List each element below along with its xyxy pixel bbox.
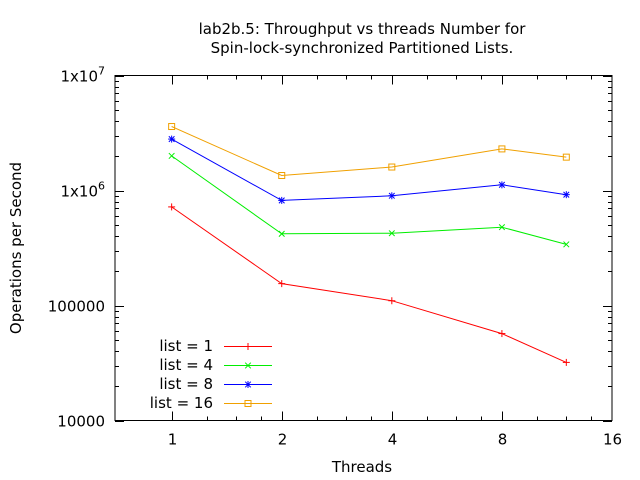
y-tick-label: 1x106 (60, 180, 105, 201)
data-point (388, 297, 396, 305)
chart-title-line-2: Spin-lock-synchronized Partitioned Lists… (211, 39, 514, 57)
legend-label: list = 4 (159, 356, 213, 374)
data-point (278, 230, 285, 237)
data-point (168, 203, 176, 211)
series-4 (168, 123, 570, 180)
legend-label: list = 8 (159, 375, 213, 393)
data-point (168, 135, 176, 143)
series-line (171, 126, 567, 177)
data-point (498, 181, 506, 189)
data-point (562, 153, 570, 161)
data-point (388, 163, 396, 171)
legend-marker (244, 400, 252, 407)
data-point (498, 330, 506, 338)
y-axis-label: Operations per Second (7, 162, 25, 334)
y-axis: 10000 100000 1x106 1x107 (48, 65, 612, 431)
data-point (563, 241, 570, 248)
x-tick-label: 4 (388, 431, 398, 449)
x-tick-label: 1 (168, 431, 178, 449)
x-tick-label: 2 (278, 431, 288, 449)
legend-label: list = 16 (150, 394, 213, 412)
legend-label: list = 1 (159, 337, 213, 355)
plot-area-frame (114, 75, 613, 421)
data-point (278, 196, 286, 204)
y-tick-label: 1x107 (60, 65, 105, 86)
y-tick-label: 100000 (48, 298, 105, 316)
x-axis: 1 2 4 8 16 (168, 75, 622, 449)
chart-title-line-1: lab2b.5: Throughput vs threads Number fo… (199, 20, 527, 38)
series-1 (168, 203, 570, 366)
x-tick-label: 16 (603, 431, 622, 449)
series-layer (168, 123, 570, 366)
legend-marker (244, 362, 252, 369)
data-point (168, 152, 175, 160)
legend-marker (244, 343, 252, 350)
x-axis-label: Threads (331, 458, 392, 476)
data-point (388, 192, 396, 200)
data-point (562, 358, 570, 366)
data-point (278, 280, 286, 288)
data-point (388, 230, 395, 237)
legend-marker (244, 381, 252, 388)
series-2 (168, 152, 570, 248)
series-3 (168, 135, 570, 204)
data-point (168, 123, 176, 131)
data-point (498, 224, 506, 231)
data-point (498, 145, 506, 153)
data-point (562, 191, 570, 199)
chart-title: lab2b.5: Throughput vs threads Number fo… (199, 20, 527, 57)
y-tick-label: 10000 (57, 413, 105, 431)
x-tick-label: 8 (498, 431, 508, 449)
data-point (278, 172, 286, 180)
